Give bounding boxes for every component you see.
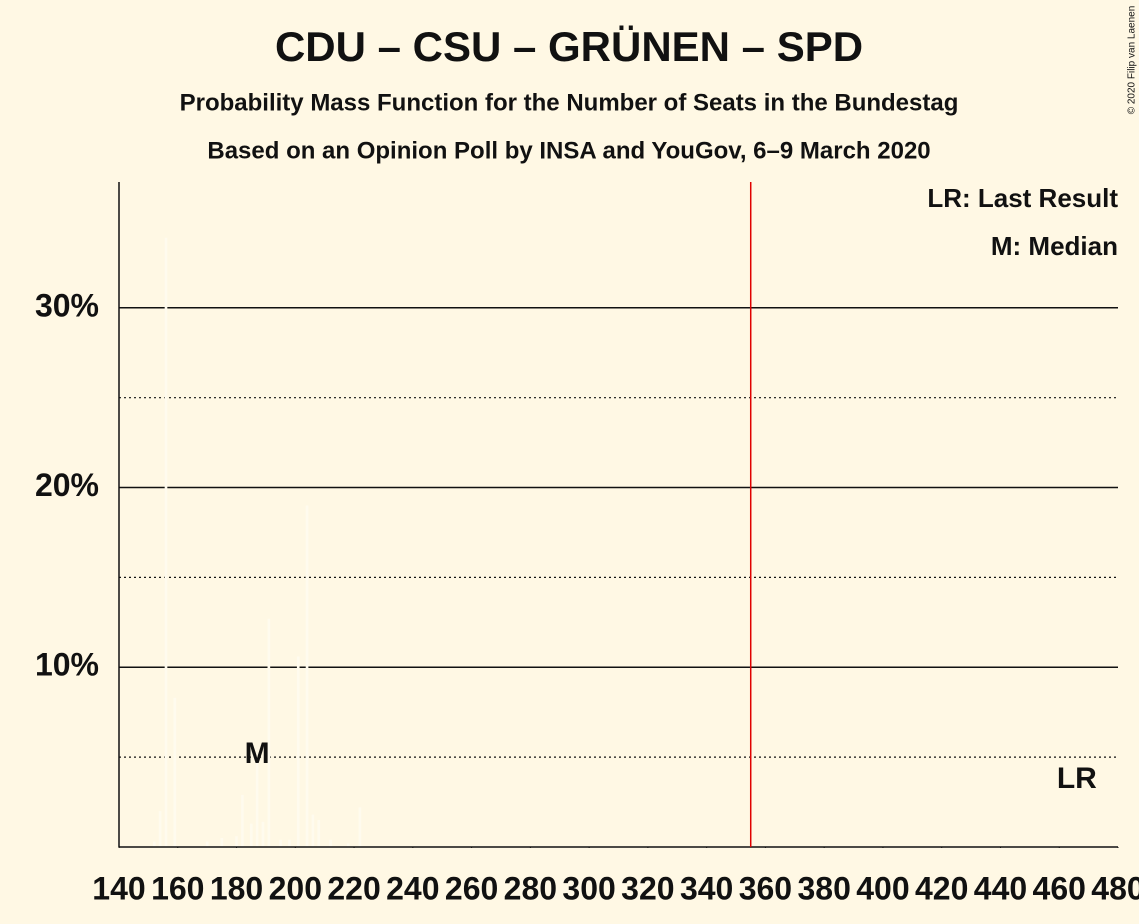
chart-subtitle: Probability Mass Function for the Number… bbox=[180, 89, 959, 116]
legend-entry: LR: Last Result bbox=[927, 183, 1118, 213]
bar bbox=[317, 820, 321, 847]
median-marker: M bbox=[245, 737, 270, 770]
x-tick-label: 440 bbox=[974, 870, 1027, 906]
bar bbox=[235, 836, 238, 847]
x-tick-label: 320 bbox=[621, 870, 674, 906]
x-tick-label: 400 bbox=[856, 870, 909, 906]
x-tick-label: 160 bbox=[151, 870, 204, 906]
x-tick-label: 480 bbox=[1091, 870, 1139, 906]
x-tick-label: 420 bbox=[915, 870, 968, 906]
x-tick-label: 380 bbox=[797, 870, 850, 906]
last-result-marker: LR bbox=[1057, 762, 1097, 795]
bar bbox=[205, 841, 209, 847]
x-tick-label: 300 bbox=[562, 870, 615, 906]
x-tick-label: 340 bbox=[680, 870, 733, 906]
bar bbox=[241, 794, 244, 847]
x-tick-label: 260 bbox=[445, 870, 498, 906]
bar bbox=[358, 807, 362, 847]
x-tick-label: 200 bbox=[269, 870, 322, 906]
bar bbox=[164, 237, 168, 848]
x-tick-label: 220 bbox=[327, 870, 380, 906]
bar bbox=[152, 841, 156, 847]
bar bbox=[220, 838, 224, 847]
x-tick-label: 280 bbox=[504, 870, 557, 906]
bar bbox=[173, 697, 177, 847]
chart-subtitle: Based on an Opinion Poll by INSA and You… bbox=[207, 137, 930, 164]
x-tick-label: 140 bbox=[92, 870, 145, 906]
x-tick-label: 460 bbox=[1033, 870, 1086, 906]
x-tick-label: 240 bbox=[386, 870, 439, 906]
x-tick-label: 180 bbox=[210, 870, 263, 906]
x-tick-label: 360 bbox=[739, 870, 792, 906]
y-tick-label: 20% bbox=[35, 467, 99, 503]
bar bbox=[255, 757, 259, 847]
copyright: © 2020 Filip van Laenen bbox=[1127, 6, 1138, 115]
bar bbox=[311, 814, 315, 847]
bar bbox=[288, 839, 291, 847]
bar bbox=[267, 618, 271, 847]
bar bbox=[329, 839, 332, 847]
bar bbox=[279, 839, 282, 847]
legend-entry: M: Median bbox=[991, 231, 1118, 261]
bar bbox=[346, 843, 350, 847]
bar bbox=[305, 505, 309, 847]
bar bbox=[261, 821, 265, 847]
bar bbox=[296, 656, 300, 847]
y-tick-label: 30% bbox=[35, 287, 99, 323]
bar bbox=[249, 823, 253, 847]
bar bbox=[158, 811, 162, 847]
y-tick-label: 10% bbox=[35, 647, 99, 683]
chart-title: CDU – CSU – GRÜNEN – SPD bbox=[275, 23, 863, 70]
